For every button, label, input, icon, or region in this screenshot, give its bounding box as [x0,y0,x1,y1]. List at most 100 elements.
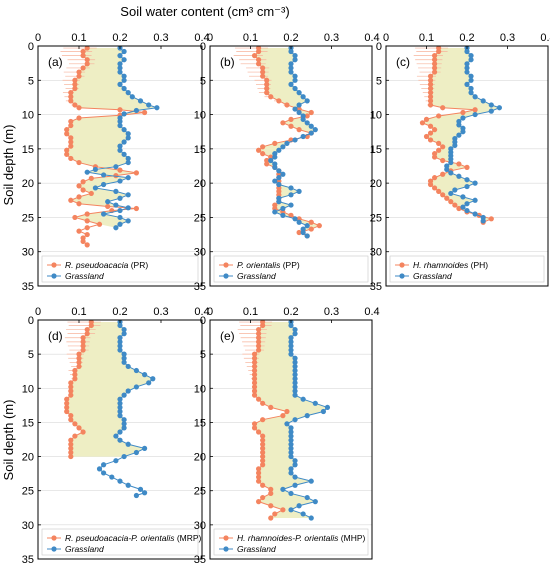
grassland-point [129,94,135,100]
treatment-point [264,81,270,87]
grassland-point [117,53,123,59]
treatment-point [68,437,74,443]
treatment-point [288,116,294,122]
legend-grassland-label: Grassland [65,271,104,281]
treatment-point [268,490,274,497]
treatment-point [68,118,74,125]
grassland-point [292,392,298,398]
grassland-point [117,413,123,419]
treatment-point [256,499,262,505]
treatment-point [256,466,262,472]
legend-treatment-swatch-marker [51,535,57,541]
grassland-point [121,77,127,83]
treatment-point [256,474,262,480]
grassland-point [292,372,298,378]
grassland-point [288,433,294,439]
grassland-point [464,81,470,87]
grassland-point [117,400,123,406]
grassland-point [117,122,123,129]
legend-treatment-swatch-marker [51,262,57,268]
y-tick-label: 5 [376,75,382,87]
treatment-point [64,147,70,153]
grassland-point [292,216,298,222]
treatment-point [260,449,266,456]
treatment-point [72,376,78,382]
grassland-point [296,90,302,96]
grassland-point [125,205,131,211]
legend: H. rhamnoides-P. orientalis (MHP)Grassla… [213,528,369,556]
difference-area [66,48,157,228]
grassland-point [480,98,486,104]
grassland-point [300,511,306,517]
grassland-point [92,185,98,191]
grassland-point [117,339,123,345]
y-tick-label: 5 [28,75,34,87]
treatment-point [432,154,438,160]
treatment-point [260,417,266,423]
grassland-point [292,388,298,394]
legend: H. rhamnoides (PH)Grassland [389,255,545,283]
treatment-point [72,77,78,83]
treatment-point [80,48,86,55]
treatment-point [260,458,266,464]
legend-grassland-label: Grassland [413,271,452,281]
grassland-point [121,326,127,333]
grassland-point [288,48,294,55]
grassland-point [460,194,466,200]
grassland-point [117,147,123,153]
treatment-point [76,194,82,200]
treatment-point [436,140,442,146]
y-tick-label: 25 [370,212,382,224]
grassland-point [296,102,302,108]
treatment-point [133,170,139,176]
treatment-point [76,105,82,111]
grassland-point [101,181,107,188]
x-tick-label: 0.1 [71,306,86,318]
grassland-point [288,202,294,208]
y-tick-label: 25 [194,212,206,224]
grassland-point [464,177,470,183]
grassland-point [288,466,294,472]
x-tick-label: 0.3 [153,32,168,44]
treatment-point [68,98,74,104]
treatment-point [76,183,82,189]
treatment-point [72,421,78,427]
grassland-point [308,123,314,129]
grassland-point [117,408,123,415]
grassland-point [448,159,454,166]
treatment-point [96,221,103,227]
panel-label: (a) [48,55,63,69]
treatment-point [316,223,322,229]
x-tick-label: 0 [207,32,213,44]
treatment-point [280,120,286,126]
grassland-point [133,367,139,374]
grassland-point [121,73,127,79]
treatment-point [76,351,82,357]
grassland-point [292,417,298,423]
x-tick-label: 0.1 [419,32,434,44]
grassland-point [292,359,298,365]
grassland-point [117,178,123,184]
grassland-point [142,445,148,451]
x-tick-label: 0.4 [194,306,209,318]
treatment-point [308,109,314,116]
treatment-point [452,202,458,208]
grassland-point [304,233,310,239]
grassland-point [288,343,294,349]
grassland-point [296,503,302,509]
treatment-point [432,53,438,59]
legend: R. pseudoacacia-P. orientalis (MRP)Grass… [41,528,202,556]
grassland-point [456,173,462,179]
grassland-point [304,223,310,229]
treatment-point [260,441,266,447]
treatment-point [260,151,266,157]
y-tick-label: 5 [28,349,34,361]
grassland-point [109,474,115,480]
treatment-point [84,218,90,224]
grassland-point [117,343,123,349]
grassland-point [146,380,152,386]
x-tick-label: 0.4 [364,306,379,318]
grassland-point [284,140,290,146]
treatment-point [68,135,74,141]
grassland-point [468,73,474,79]
